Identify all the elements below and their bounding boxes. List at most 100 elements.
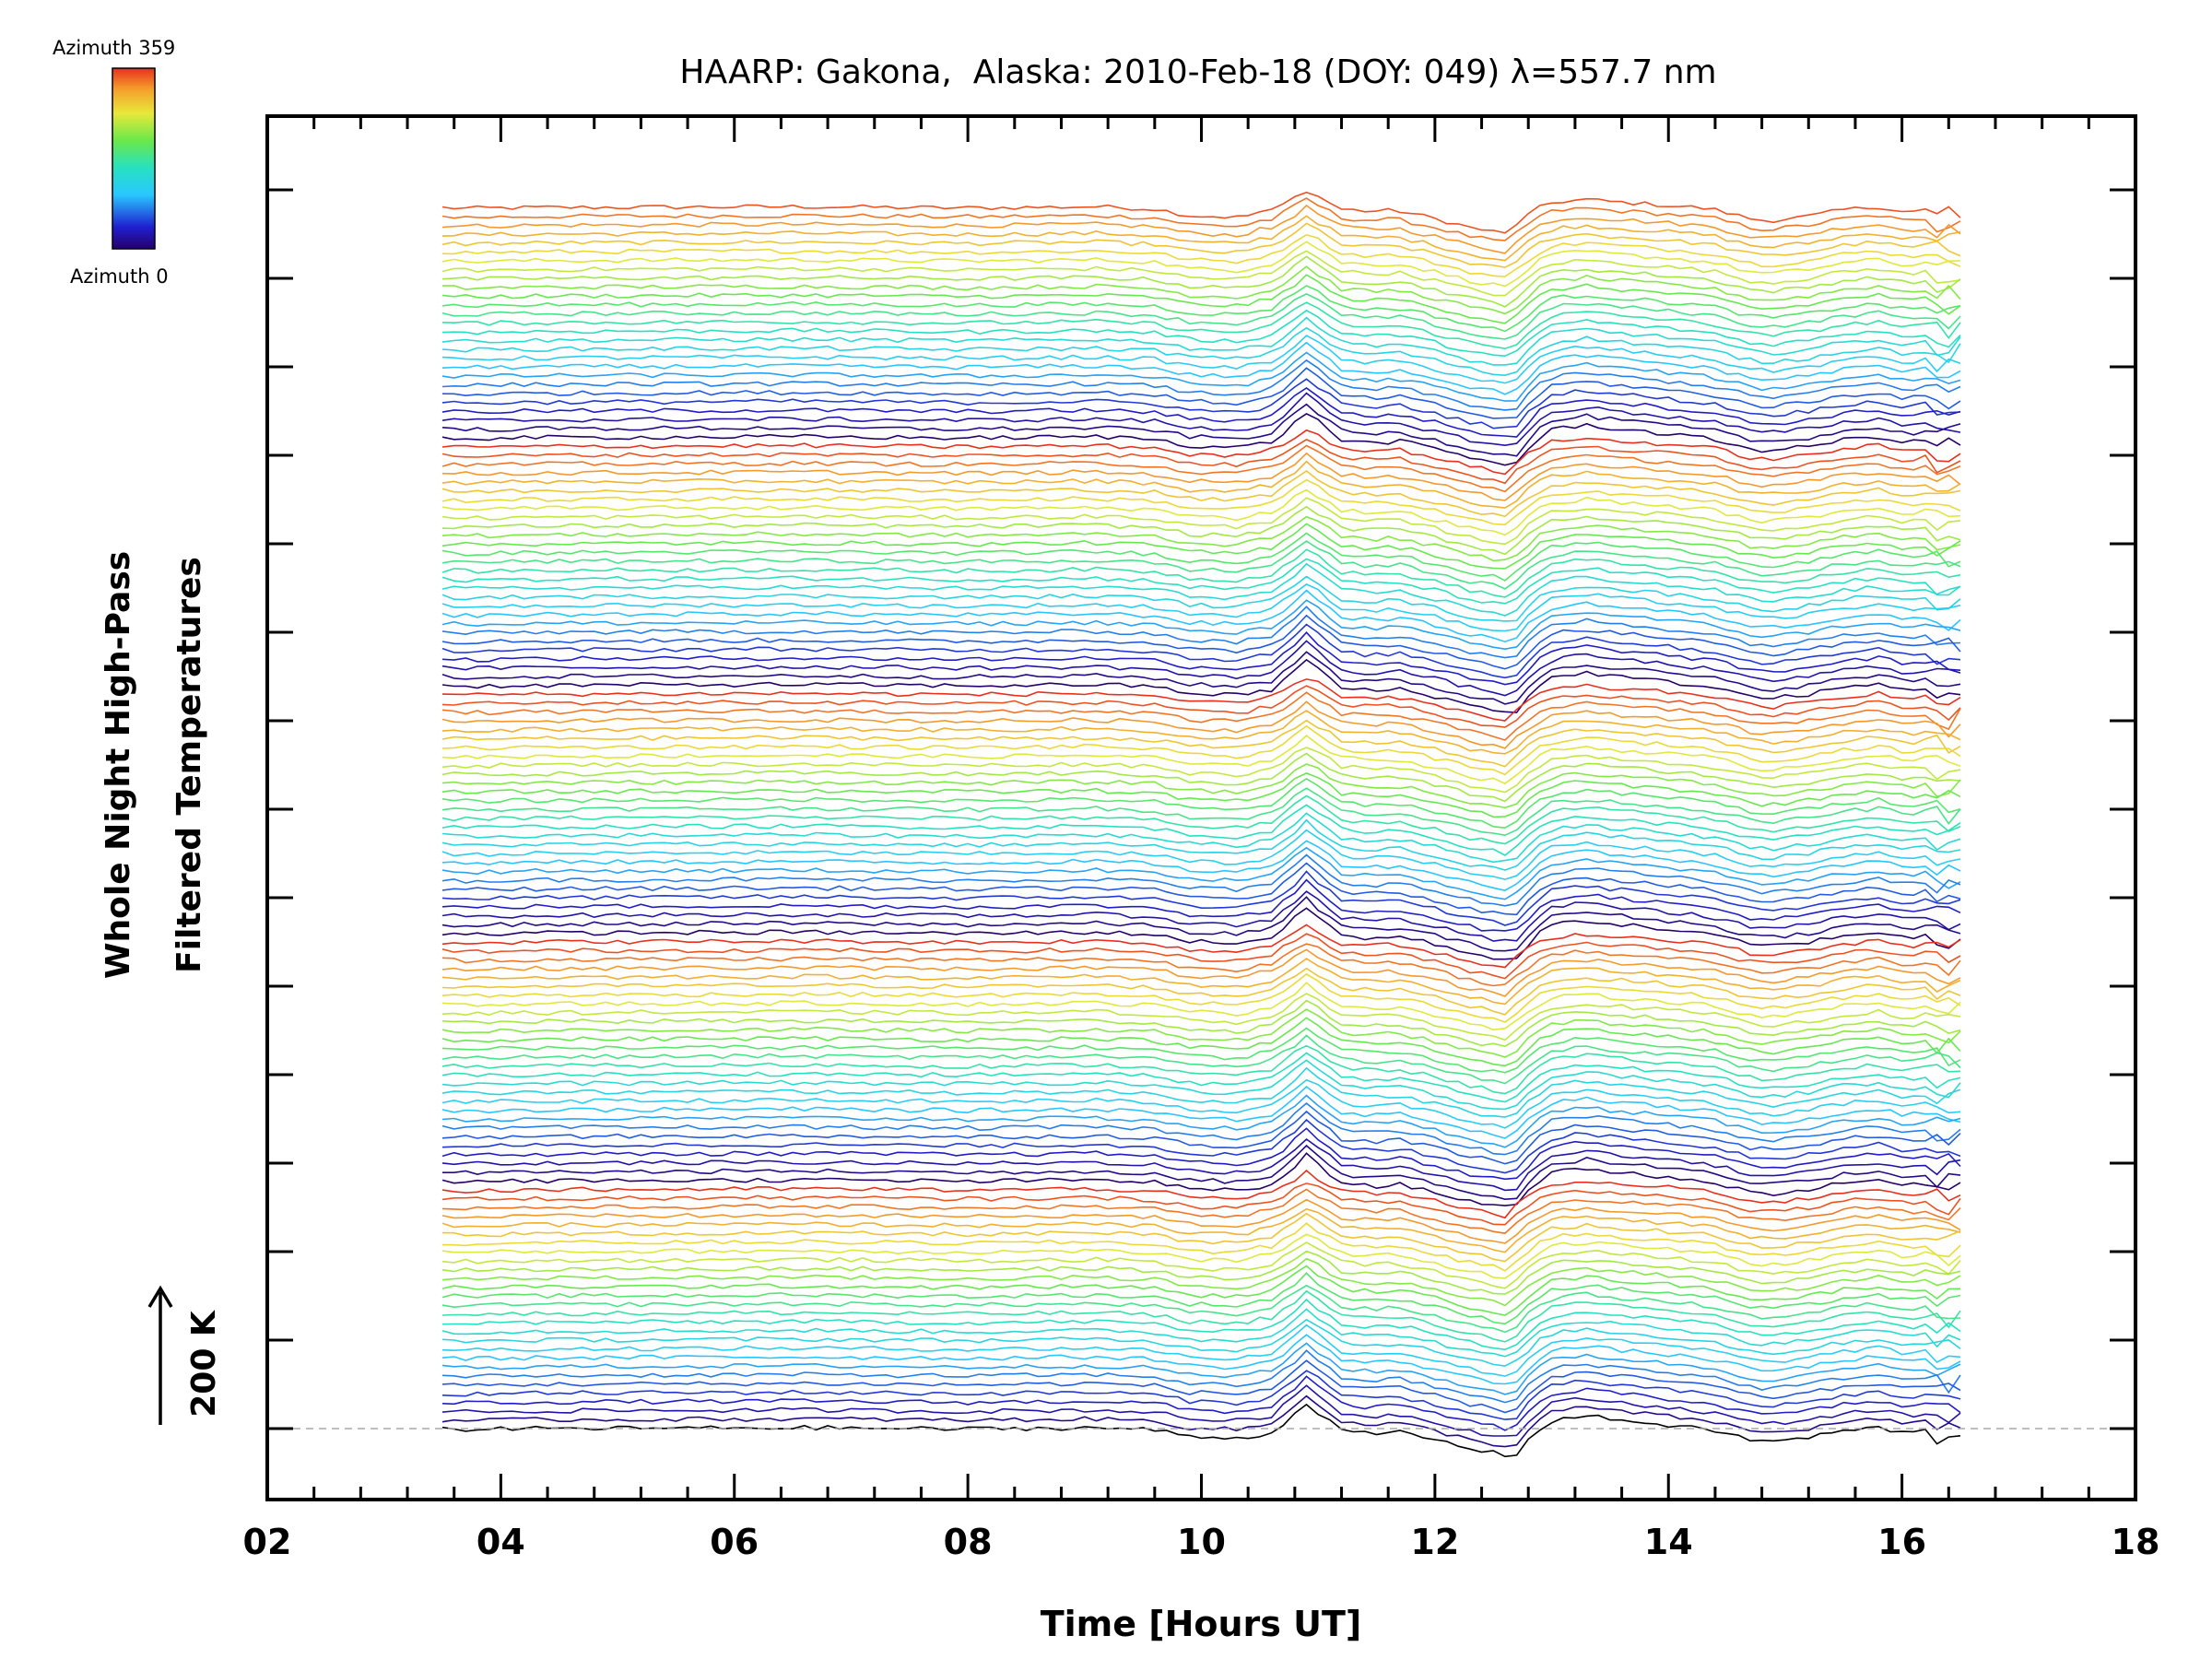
series-line [441, 341, 1961, 395]
series-line [441, 924, 1961, 969]
series-line [441, 1101, 1961, 1156]
series-line [441, 958, 1961, 1006]
series-line [441, 250, 1961, 297]
x-axis-label: Time [Hours UT] [1041, 1604, 1362, 1644]
x-tick-labels: 02 04 06 08 10 12 14 16 18 [243, 1522, 2160, 1562]
x-tick-label: 02 [243, 1522, 292, 1562]
series-line [441, 1169, 1961, 1219]
series-line [441, 1182, 1961, 1226]
x-tick-label: 18 [2112, 1522, 2160, 1562]
y-axis-label-line1: Whole Night High-Pass [100, 551, 137, 979]
series-line [441, 215, 1961, 262]
series-line [441, 241, 1961, 288]
series-group [441, 191, 1961, 1458]
chart-title: HAARP: Gakona, Alaska: 2010-Feb-18 (DOY:… [679, 53, 1716, 91]
series-line [441, 853, 1961, 907]
series-line [441, 387, 1961, 438]
series-line [441, 1017, 1961, 1067]
series-line [441, 1198, 1961, 1244]
x-tick-label: 04 [477, 1522, 525, 1562]
series-line [441, 1034, 1961, 1085]
series-line [441, 896, 1961, 952]
series-line [441, 778, 1961, 830]
colorbar [112, 67, 156, 250]
x-tick-label: 10 [1177, 1522, 1226, 1562]
series-line [441, 606, 1961, 659]
series-line [441, 444, 1961, 493]
series-line [441, 890, 1961, 942]
series-line [441, 1384, 1961, 1437]
series-line [441, 265, 1961, 315]
series-line [441, 575, 1961, 622]
series-line [441, 1233, 1961, 1279]
series-line [441, 558, 1961, 605]
series-line [441, 787, 1961, 837]
series-line [441, 804, 1961, 856]
series-line [441, 846, 1961, 900]
series-line [441, 599, 1961, 651]
series-line [441, 1308, 1961, 1358]
series-line [441, 392, 1961, 447]
series-line [441, 710, 1961, 755]
series-line [441, 943, 1961, 987]
series-line [441, 1137, 1961, 1192]
series-line [441, 1375, 1961, 1431]
series-line [441, 878, 1961, 932]
series-line [441, 735, 1961, 785]
series-line [441, 274, 1961, 324]
series-line [441, 301, 1961, 350]
series-line [441, 589, 1961, 643]
series-line [441, 933, 1961, 980]
series-line [441, 794, 1961, 845]
series-line [441, 870, 1961, 926]
series-line [441, 429, 1961, 476]
series-line [441, 204, 1961, 254]
series-line [441, 685, 1961, 728]
series-line [441, 1324, 1961, 1377]
series-line [441, 640, 1961, 697]
series-line [441, 438, 1961, 485]
series-line [441, 1085, 1961, 1139]
series-line [441, 285, 1961, 333]
series-line [441, 1284, 1961, 1334]
series-line [441, 623, 1961, 679]
series-line [441, 1342, 1961, 1395]
series-line [441, 1044, 1961, 1095]
colorbar-bottom-label: Azimuth 0 [70, 265, 169, 288]
series-line [441, 1212, 1961, 1263]
scale-arrow-icon [147, 1285, 173, 1425]
series-line [441, 1370, 1961, 1420]
series-line [441, 678, 1961, 722]
series-line [441, 1052, 1961, 1103]
series-line [441, 1289, 1961, 1343]
series-line [441, 747, 1961, 794]
series-line [441, 548, 1961, 598]
series-line [441, 982, 1961, 1031]
y-axis-label-line2: Filtered Temperatures [171, 557, 208, 973]
series-line [441, 1298, 1961, 1351]
series-line [441, 719, 1961, 768]
series-line [441, 999, 1961, 1047]
series-line [441, 191, 1961, 234]
scale-label: 200 K [185, 1310, 223, 1418]
series-line [441, 1127, 1961, 1181]
series-line [441, 478, 1961, 526]
series-line [441, 351, 1961, 402]
x-tick-label: 12 [1410, 1522, 1459, 1562]
series-line [441, 197, 1961, 241]
series-line [441, 1394, 1961, 1448]
series-line [441, 293, 1961, 340]
series-line [441, 631, 1961, 686]
series-line [441, 582, 1961, 632]
series-line [441, 700, 1961, 749]
series-line [441, 1334, 1961, 1385]
series-line [441, 614, 1961, 670]
series-line [441, 948, 1961, 997]
series-line [441, 1349, 1961, 1404]
series-line [441, 497, 1961, 546]
series-line [441, 1118, 1961, 1174]
series-line [441, 829, 1961, 880]
series-line [441, 691, 1961, 741]
series-line [441, 993, 1961, 1041]
